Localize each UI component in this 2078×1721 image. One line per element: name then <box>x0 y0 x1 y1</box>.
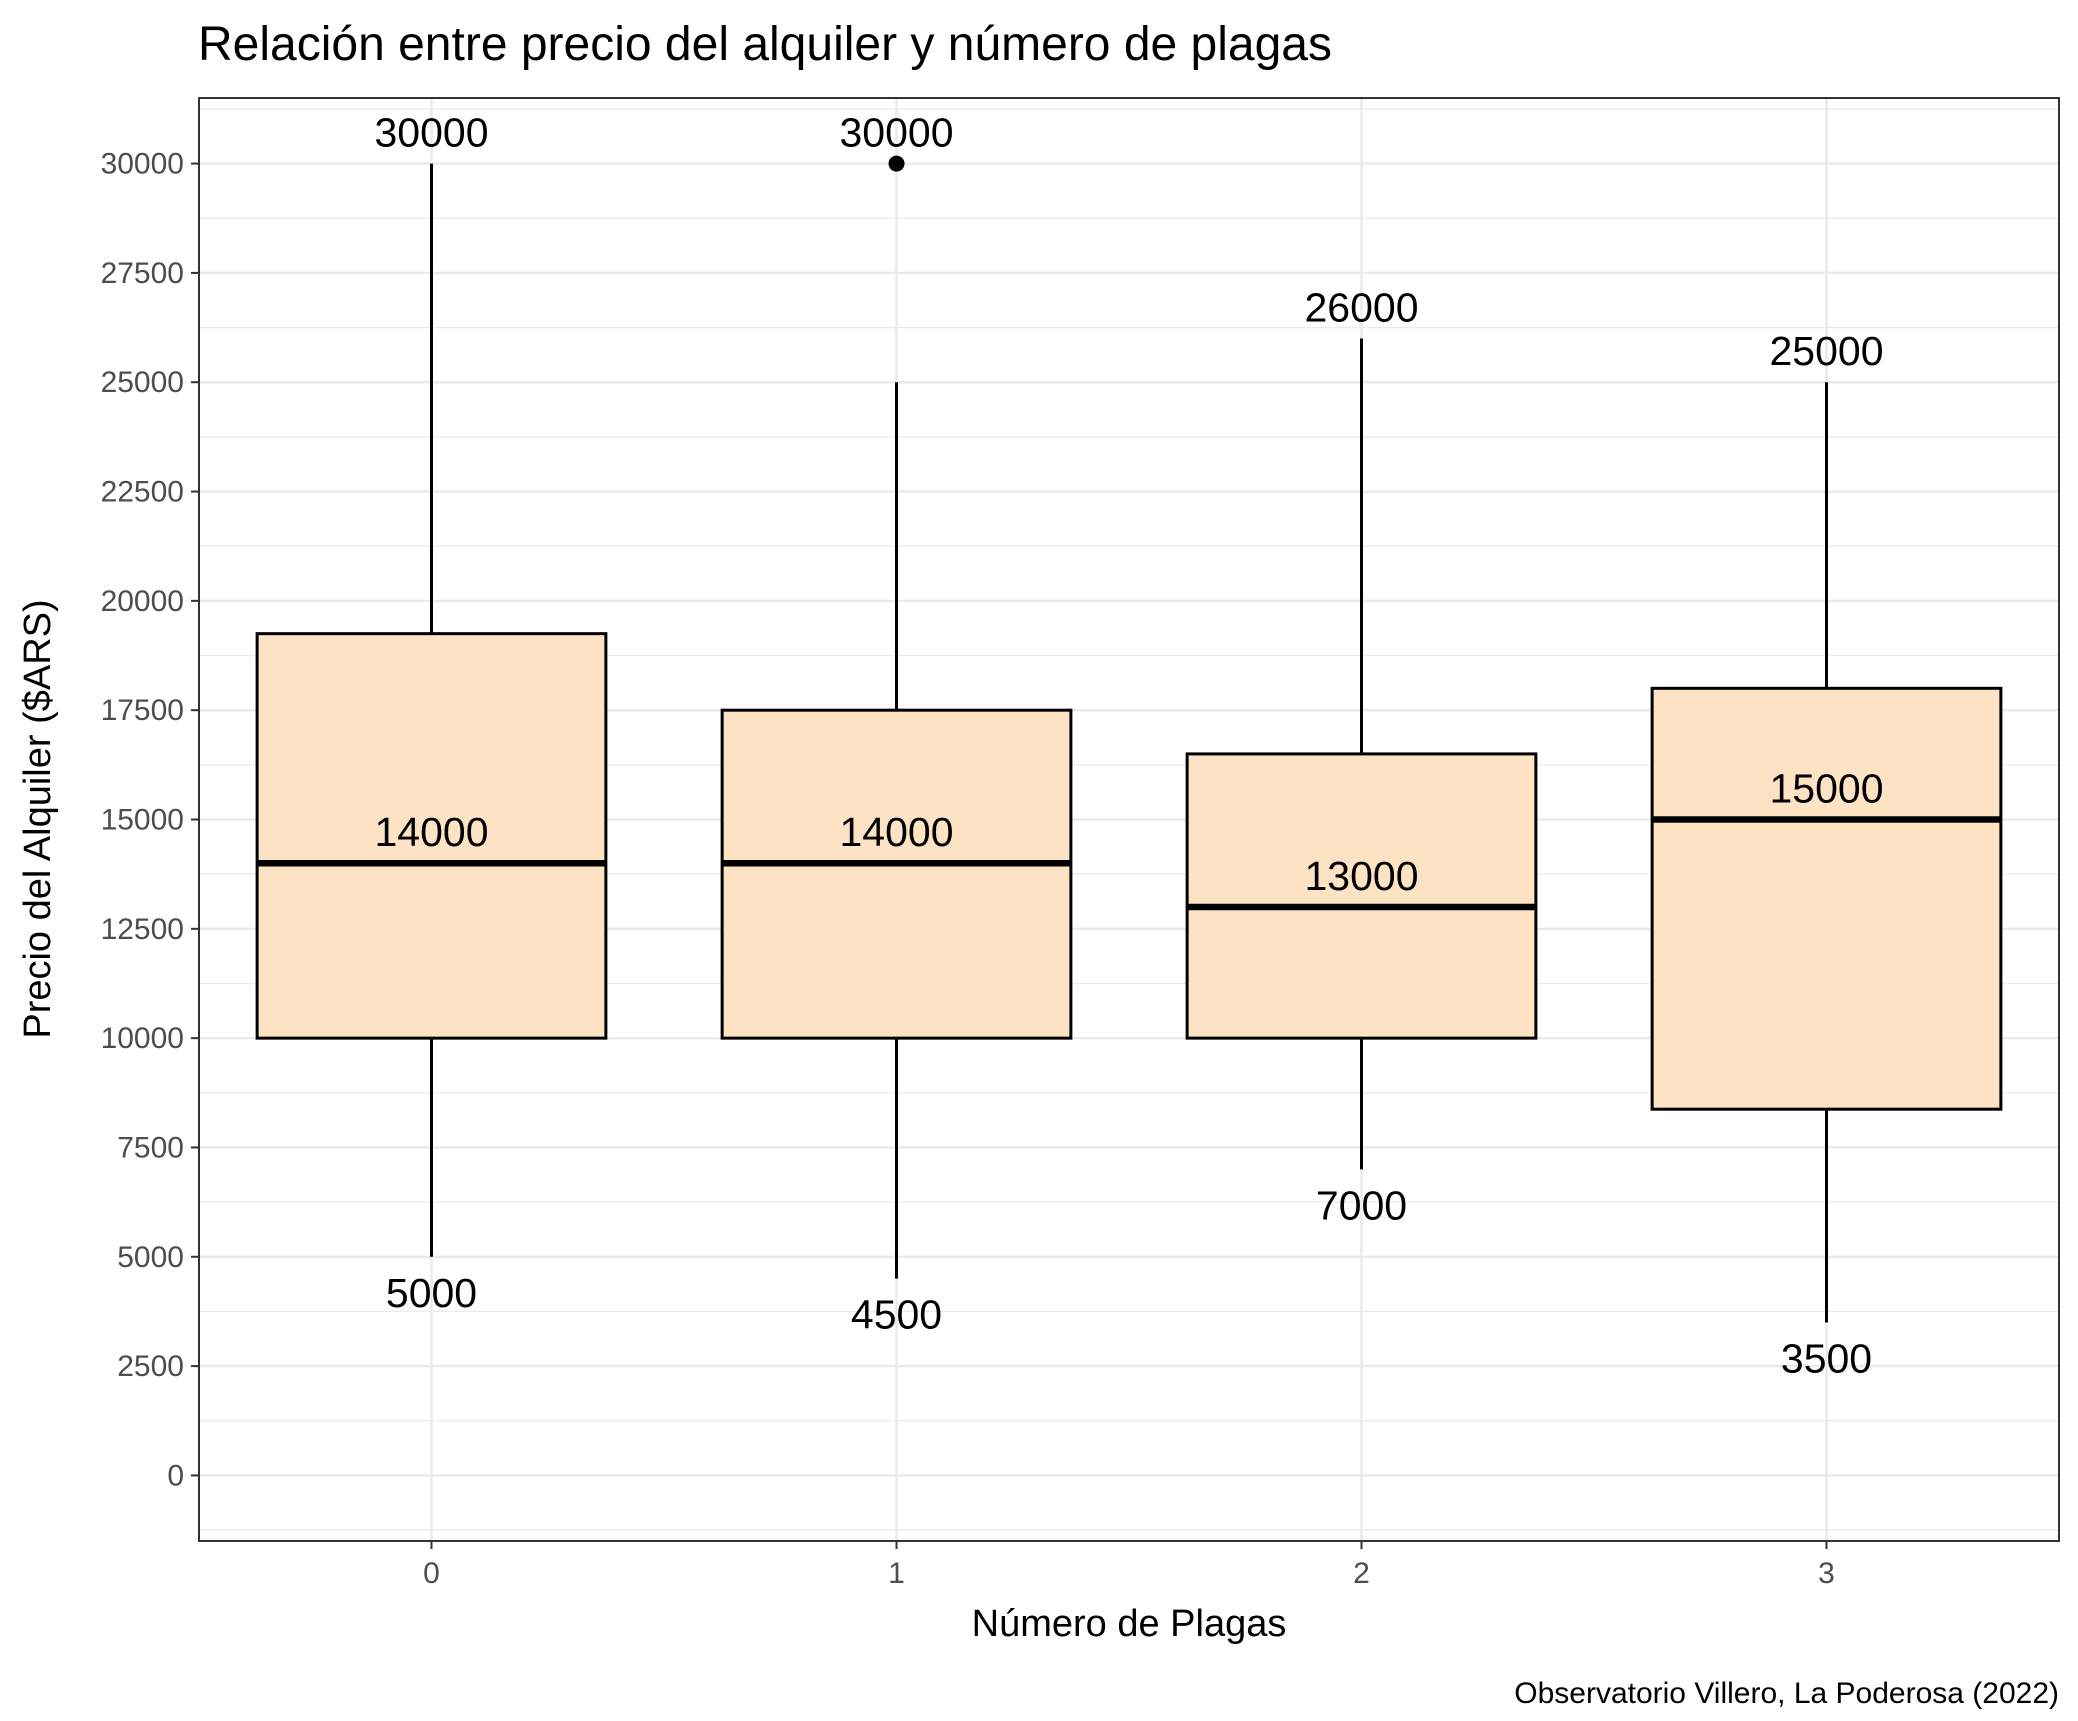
data-labels: 30000 14000 5000 30000 14000 4500 26000 13000 70… <box>374 110 1883 1382</box>
box-iqr <box>720 708 1073 1040</box>
box-iqr <box>255 632 608 1040</box>
chart-caption: Observatorio Villero, La Poderosa (2022) <box>1514 1677 2059 1710</box>
x-axis-title: Número de Plagas <box>972 1603 1287 1645</box>
x-tick-label: 2 <box>1353 1557 1370 1590</box>
y-tick-label: 0 <box>167 1459 184 1492</box>
data-label: 14000 <box>839 809 953 855</box>
box-iqr <box>1650 686 2003 1111</box>
data-label: 4500 <box>851 1292 942 1338</box>
y-tick-label: 20000 <box>101 585 184 618</box>
y-tick-label: 30000 <box>101 148 184 181</box>
y-tick-label: 7500 <box>117 1131 184 1164</box>
boxes <box>255 155 2003 1323</box>
data-label: 30000 <box>839 110 953 156</box>
box-iqr <box>1185 752 1538 1040</box>
y-tick-label: 15000 <box>101 804 184 837</box>
x-tick-label: 0 <box>423 1557 440 1590</box>
outlier-point <box>888 155 905 172</box>
x-tick-label: 1 <box>888 1557 905 1590</box>
y-tick-label: 27500 <box>101 257 184 290</box>
data-label: 25000 <box>1769 328 1883 374</box>
y-tick-label: 25000 <box>101 366 184 399</box>
y-tick-label: 12500 <box>101 913 184 946</box>
data-label: 7000 <box>1316 1182 1407 1228</box>
data-label: 14000 <box>374 809 488 855</box>
x-tick-label: 3 <box>1818 1557 1835 1590</box>
y-tick-label: 22500 <box>101 476 184 509</box>
y-axis: 0 2500 5000 7500 10000 12500 15000 17500 20000 22… <box>101 148 199 1492</box>
y-tick-label: 2500 <box>117 1350 184 1383</box>
y-tick-label: 17500 <box>101 694 184 727</box>
data-label: 15000 <box>1769 766 1883 812</box>
chart-title: Relación entre precio del alquiler y núm… <box>198 18 1332 71</box>
data-label: 26000 <box>1304 285 1418 331</box>
x-axis: 0 1 2 3 <box>423 1541 1835 1590</box>
data-label: 30000 <box>374 110 488 156</box>
y-tick-label: 10000 <box>101 1022 184 1055</box>
data-label: 3500 <box>1781 1335 1872 1381</box>
data-label: 13000 <box>1304 853 1418 899</box>
data-label: 5000 <box>386 1270 477 1316</box>
y-axis-title: Precio del Alquiler ($ARS) <box>17 599 59 1038</box>
y-tick-label: 5000 <box>117 1241 184 1274</box>
